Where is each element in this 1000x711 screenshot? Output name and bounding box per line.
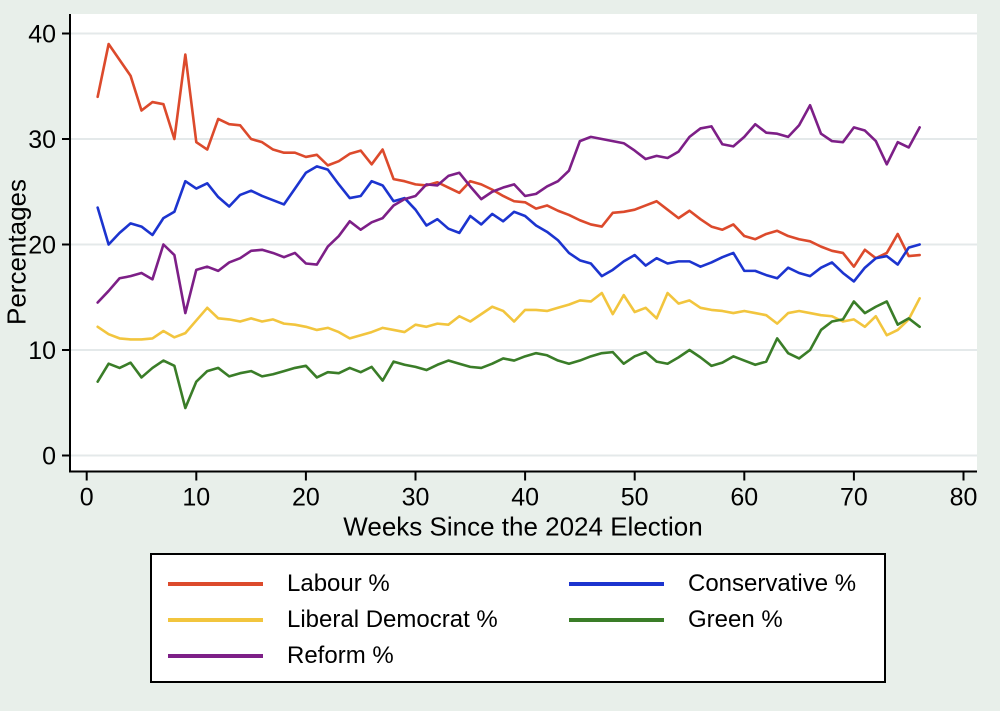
- series-line-green: [96, 300, 921, 410]
- x-tick-label: 50: [621, 484, 649, 512]
- legend-label: Green %: [688, 606, 783, 633]
- legend: Labour % Conservative % Liberal Democrat %…: [150, 553, 886, 683]
- legend-swatch-icon: [168, 582, 263, 586]
- legend-swatch-icon: [168, 618, 263, 622]
- legend-label: Reform %: [287, 642, 394, 669]
- legend-label: Labour %: [287, 570, 390, 597]
- legend-item: Liberal Democrat %: [168, 606, 569, 634]
- legend-item: Reform %: [168, 642, 569, 670]
- plot-svg: 0 10 20 30 40 0 10 20 30 40 50 60 70 80: [28, 14, 978, 512]
- legend-item: Conservative %: [569, 570, 884, 598]
- legend-swatch-icon: [168, 654, 263, 658]
- legend-swatch-icon: [569, 582, 664, 586]
- x-tick-label: 80: [950, 484, 978, 512]
- legend-item: Labour %: [168, 570, 569, 598]
- series-line-liberal-democrat: [96, 291, 921, 341]
- series-line-labour: [96, 42, 921, 268]
- y-tick-label: 40: [28, 21, 56, 49]
- x-tick-label: 0: [80, 484, 94, 512]
- x-tick-label: 40: [511, 484, 539, 512]
- plot-area: [70, 14, 977, 472]
- x-tick-label: 20: [292, 484, 320, 512]
- y-tick-label: 0: [42, 443, 56, 471]
- x-axis-title: Weeks Since the 2024 Election: [343, 511, 703, 542]
- y-axis-title: Percentages: [1, 179, 32, 325]
- legend-item: Green %: [569, 606, 884, 634]
- legend-label: Conservative %: [688, 570, 857, 597]
- y-tick-label: 20: [28, 232, 56, 260]
- y-tick-label: 30: [28, 126, 56, 154]
- legend-swatch-icon: [569, 618, 664, 622]
- x-tick-label: 10: [182, 484, 210, 512]
- x-tick-label: 70: [840, 484, 868, 512]
- legend-label: Liberal Democrat %: [287, 606, 498, 633]
- x-tick-label: 30: [402, 484, 430, 512]
- series-line-conservative: [96, 165, 921, 283]
- y-tick-label: 10: [28, 337, 56, 365]
- x-tick-label: 60: [730, 484, 758, 512]
- series-line-reform: [96, 103, 921, 315]
